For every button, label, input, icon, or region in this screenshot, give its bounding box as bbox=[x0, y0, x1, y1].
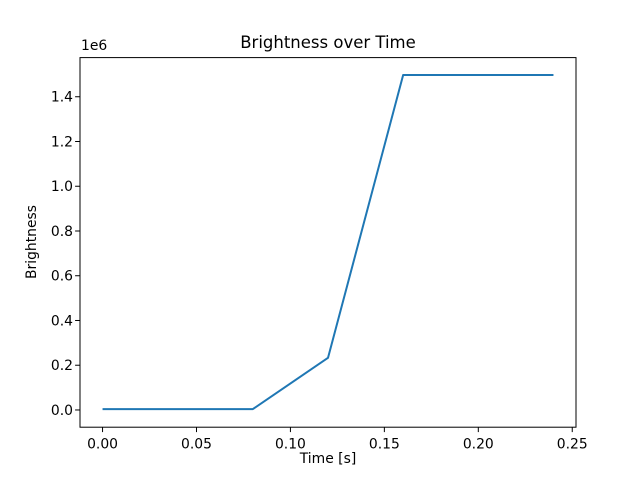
x-tick-label: 0.10 bbox=[275, 437, 306, 453]
y-axis-offset-label: 1e6 bbox=[81, 38, 108, 54]
x-tick-label: 0.15 bbox=[369, 437, 400, 453]
x-axis-label: Time [s] bbox=[299, 451, 357, 467]
y-tick-label: 0.2 bbox=[51, 358, 73, 374]
x-tick-label: 0.25 bbox=[557, 437, 588, 453]
y-tick-label: 1.0 bbox=[51, 179, 73, 195]
y-tick-label: 0.0 bbox=[51, 403, 73, 419]
axes-spines bbox=[79, 57, 577, 428]
y-tick-label: 0.6 bbox=[51, 269, 73, 285]
x-tick-label: 0.20 bbox=[463, 437, 494, 453]
y-tick-label: 0.4 bbox=[51, 313, 73, 329]
brightness-line bbox=[102, 74, 554, 411]
chart-title: Brightness over Time bbox=[240, 33, 416, 52]
y-tick-label: 0.8 bbox=[51, 224, 73, 240]
y-tick-label: 1.4 bbox=[51, 90, 73, 106]
y-axis-label: Brightness bbox=[24, 205, 40, 279]
y-tick-label: 1.2 bbox=[51, 134, 73, 150]
x-tick-label: 0.05 bbox=[181, 437, 212, 453]
x-tick-label: 0.00 bbox=[87, 437, 118, 453]
